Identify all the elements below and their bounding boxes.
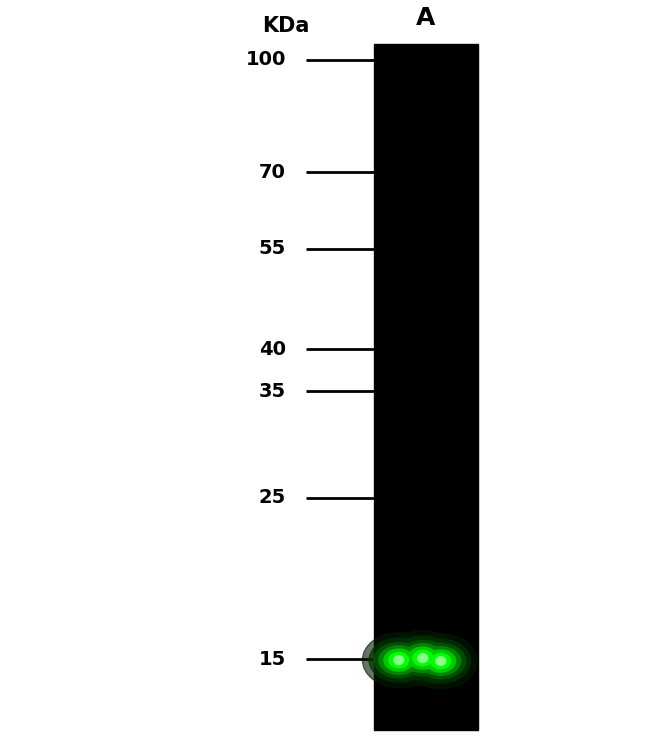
Ellipse shape — [404, 634, 477, 688]
Text: 25: 25 — [259, 488, 286, 507]
Text: 55: 55 — [259, 239, 286, 258]
Text: 40: 40 — [259, 340, 286, 359]
Ellipse shape — [387, 631, 459, 685]
Ellipse shape — [426, 650, 456, 672]
Ellipse shape — [418, 654, 428, 663]
Ellipse shape — [384, 649, 413, 671]
Ellipse shape — [374, 643, 424, 678]
Bar — [374, 44, 478, 730]
Ellipse shape — [408, 647, 437, 669]
Ellipse shape — [393, 636, 452, 680]
Ellipse shape — [411, 639, 471, 683]
Text: 100: 100 — [246, 50, 286, 69]
Ellipse shape — [394, 656, 404, 665]
Ellipse shape — [431, 654, 450, 668]
Text: KDa: KDa — [263, 15, 309, 36]
Ellipse shape — [436, 657, 446, 666]
Ellipse shape — [389, 652, 409, 668]
Ellipse shape — [363, 632, 435, 688]
Ellipse shape — [379, 646, 419, 674]
Ellipse shape — [398, 640, 447, 676]
Text: 35: 35 — [259, 382, 286, 401]
Ellipse shape — [369, 638, 428, 682]
Ellipse shape — [421, 647, 461, 675]
Text: 15: 15 — [259, 649, 286, 668]
Ellipse shape — [403, 644, 443, 672]
Text: A: A — [416, 7, 436, 30]
Ellipse shape — [413, 651, 433, 666]
Text: 70: 70 — [259, 163, 286, 182]
Ellipse shape — [416, 643, 465, 679]
